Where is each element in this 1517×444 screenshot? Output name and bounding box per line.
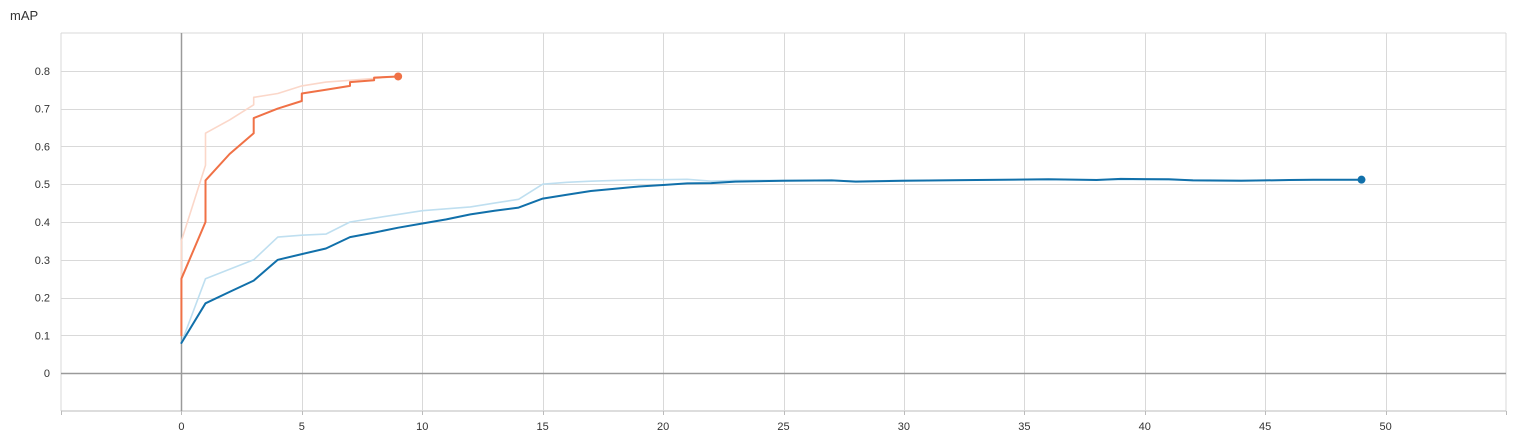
y-tick-label: 0.6 — [35, 141, 50, 153]
y-tick-label: 0.1 — [35, 330, 50, 342]
grid — [60, 32, 1507, 412]
tick-labels: 0 5 10 15 20 25 30 35 40 45 50 0 0.1 0.2 0.3 0.4 0.5 0.6 0… — [35, 66, 1392, 433]
axes — [61, 33, 1507, 415]
x-tick-label: 25 — [777, 421, 789, 433]
y-axis-title: mAP — [10, 8, 39, 23]
x-tick-label: 50 — [1379, 421, 1391, 433]
y-tick-label: 0.5 — [35, 179, 50, 191]
y-tick-label: 0.3 — [35, 255, 50, 267]
series-lines — [180, 72, 1366, 344]
x-tick-label: 35 — [1018, 421, 1030, 433]
x-tick-label: 0 — [178, 421, 184, 433]
series-end-marker-blue — [1357, 175, 1366, 184]
x-tick-label: 10 — [416, 421, 428, 433]
series-line-orange-raw — [180, 75, 399, 337]
series-end-marker-orange — [394, 72, 403, 81]
x-tick-label: 15 — [537, 421, 549, 433]
y-tick-label: 0.4 — [35, 217, 50, 229]
y-tick-label: 0.8 — [35, 66, 50, 78]
x-tick-label: 45 — [1259, 421, 1271, 433]
series-line-orange — [180, 75, 400, 337]
x-tick-label: 30 — [898, 421, 910, 433]
x-tick-label: 40 — [1139, 421, 1151, 433]
series-line-blue — [180, 177, 1363, 344]
x-tick-label: 5 — [299, 421, 305, 433]
y-tick-label: 0.2 — [35, 293, 50, 305]
y-tick-label: 0.7 — [35, 104, 50, 116]
y-tick-label: 0 — [44, 368, 50, 380]
x-tick-label: 20 — [657, 421, 669, 433]
series-line-blue-raw — [180, 178, 1363, 344]
